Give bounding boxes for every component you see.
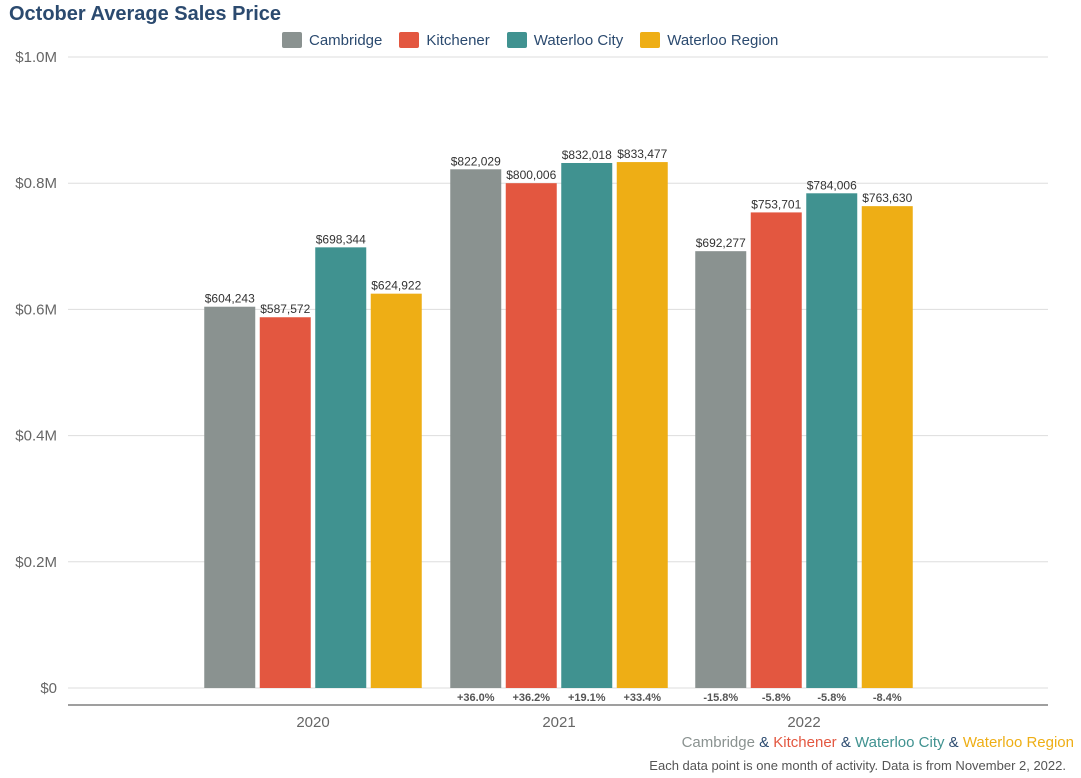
data-label: $763,630 [862, 191, 912, 205]
legend-swatch [506, 32, 527, 48]
change-label: -5.8% [817, 692, 846, 704]
x-tick-label: 2020 [296, 714, 329, 731]
bar-waterloo-region-2021 [616, 162, 668, 688]
y-tick-label: $1.0M [15, 49, 57, 66]
change-label: -8.4% [873, 692, 902, 704]
y-tick-label: $0 [40, 680, 57, 697]
legend-swatch [640, 32, 661, 48]
change-label: +36.2% [512, 692, 550, 704]
legend: Cambridge Kitchener Waterloo City Waterloo … [282, 30, 795, 50]
bar-kitchener-2022 [750, 212, 802, 688]
data-label: $753,701 [751, 197, 801, 211]
bar-kitchener-2020 [259, 317, 311, 688]
change-label: +36.0% [457, 692, 495, 704]
bar-waterloo-city-2020 [315, 247, 367, 688]
legend-item-waterloo-region: Waterloo Region [640, 32, 778, 49]
bar-waterloo-city-2022 [806, 193, 858, 688]
data-label: $800,006 [506, 168, 556, 182]
bar-waterloo-city-2021 [561, 162, 613, 688]
legend-item-kitchener: Kitchener [399, 31, 490, 49]
data-label: $784,006 [807, 178, 857, 192]
footer-series-waterloo-city: Waterloo City [855, 734, 945, 751]
legend-item-waterloo-city: Waterloo City [506, 31, 624, 49]
data-label: $624,922 [371, 279, 421, 293]
footer-series-kitchener: Kitchener [773, 734, 837, 751]
x-tick-label: 2021 [542, 714, 575, 731]
footer-separator: & [754, 734, 774, 751]
data-label: $692,277 [696, 236, 746, 250]
bar-cambridge-2021 [450, 169, 502, 689]
footer-separator: & [836, 734, 856, 751]
bar-waterloo-region-2020 [370, 293, 422, 688]
data-label: $604,243 [205, 292, 255, 306]
data-label: $698,344 [316, 232, 366, 246]
x-tick-label: 2022 [787, 714, 820, 731]
legend-label: Waterloo Region [667, 31, 779, 49]
change-label: +19.1% [568, 692, 606, 704]
change-label: +33.4% [623, 692, 661, 704]
y-tick-label: $0.2M [15, 554, 57, 571]
chart-title: October Average Sales Price [9, 3, 281, 25]
legend-label: Cambridge [309, 31, 383, 49]
footer-series-waterloo-region: Waterloo Region [962, 734, 1074, 751]
footer-series-list: Cambridge & Kitchener & Waterloo City & … [682, 734, 1074, 751]
bar-cambridge-2022 [695, 251, 747, 688]
change-label: -5.8% [762, 692, 791, 704]
legend-label: Waterloo City [533, 31, 624, 49]
data-label: $833,477 [617, 147, 667, 161]
change-label: -15.8% [703, 692, 738, 704]
legend-swatch [399, 32, 420, 48]
y-tick-label: $0.8M [15, 175, 57, 192]
y-tick-label: $0.4M [15, 428, 57, 445]
y-tick-label: $0.6M [15, 301, 57, 318]
legend-item-cambridge: Cambridge [282, 32, 382, 49]
data-label: $822,029 [451, 154, 501, 168]
legend-label: Kitchener [426, 31, 490, 49]
data-label: $587,572 [260, 302, 310, 316]
legend-swatch [282, 32, 302, 48]
data-label: $832,018 [562, 148, 612, 162]
footer-series-cambridge: Cambridge [681, 734, 755, 751]
footer-note: Each data point is one month of activity… [649, 758, 1066, 773]
footer-separator: & [944, 734, 963, 751]
bar-kitchener-2021 [505, 183, 557, 688]
bar-cambridge-2020 [204, 306, 256, 688]
bar-waterloo-region-2022 [861, 206, 913, 688]
